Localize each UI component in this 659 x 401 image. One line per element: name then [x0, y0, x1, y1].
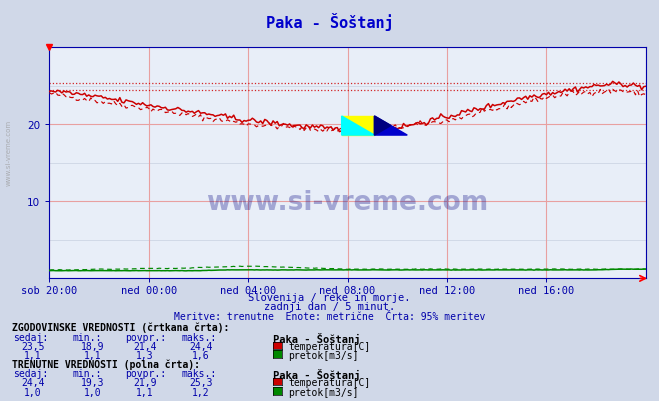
Text: maks.:: maks.: [181, 368, 216, 378]
Polygon shape [341, 117, 374, 136]
Text: maks.:: maks.: [181, 332, 216, 342]
Text: 21,4: 21,4 [133, 341, 157, 351]
Text: 1,1: 1,1 [24, 350, 42, 360]
Text: 1,2: 1,2 [192, 387, 210, 397]
Text: 1,0: 1,0 [84, 387, 101, 397]
Text: pretok[m3/s]: pretok[m3/s] [288, 387, 358, 397]
Text: Meritve: trenutne  Enote: metrične  Črta: 95% meritev: Meritve: trenutne Enote: metrične Črta: … [174, 311, 485, 321]
Text: 24,4: 24,4 [21, 377, 45, 387]
Text: zadnji dan / 5 minut.: zadnji dan / 5 minut. [264, 302, 395, 312]
Text: Paka - Šoštanj: Paka - Šoštanj [273, 332, 361, 344]
Text: min.:: min.: [72, 332, 102, 342]
Text: 24,4: 24,4 [189, 341, 213, 351]
Text: Paka - Šoštanj: Paka - Šoštanj [266, 13, 393, 31]
Text: 19,3: 19,3 [80, 377, 104, 387]
Text: temperatura[C]: temperatura[C] [288, 377, 370, 387]
Text: 23,5: 23,5 [21, 341, 45, 351]
Text: povpr.:: povpr.: [125, 332, 166, 342]
Text: 1,6: 1,6 [192, 350, 210, 360]
Text: 25,3: 25,3 [189, 377, 213, 387]
Polygon shape [374, 117, 391, 136]
Polygon shape [341, 117, 374, 136]
Text: pretok[m3/s]: pretok[m3/s] [288, 350, 358, 360]
Text: povpr.:: povpr.: [125, 368, 166, 378]
Text: 21,9: 21,9 [133, 377, 157, 387]
Text: 18,9: 18,9 [80, 341, 104, 351]
Text: TRENUTNE VREDNOSTI (polna črta):: TRENUTNE VREDNOSTI (polna črta): [12, 358, 200, 369]
Text: min.:: min.: [72, 368, 102, 378]
Text: ZGODOVINSKE VREDNOSTI (črtkana črta):: ZGODOVINSKE VREDNOSTI (črtkana črta): [12, 322, 229, 332]
Polygon shape [374, 117, 407, 136]
Text: sedaj:: sedaj: [13, 368, 48, 378]
Text: temperatura[C]: temperatura[C] [288, 341, 370, 351]
Text: 1,1: 1,1 [84, 350, 101, 360]
Text: www.si-vreme.com: www.si-vreme.com [5, 119, 11, 185]
Text: 1,1: 1,1 [136, 387, 154, 397]
Text: Paka - Šoštanj: Paka - Šoštanj [273, 368, 361, 380]
Text: 1,3: 1,3 [136, 350, 154, 360]
Text: 1,0: 1,0 [24, 387, 42, 397]
Text: Slovenija / reke in morje.: Slovenija / reke in morje. [248, 292, 411, 302]
Text: www.si-vreme.com: www.si-vreme.com [206, 190, 489, 216]
Text: sedaj:: sedaj: [13, 332, 48, 342]
